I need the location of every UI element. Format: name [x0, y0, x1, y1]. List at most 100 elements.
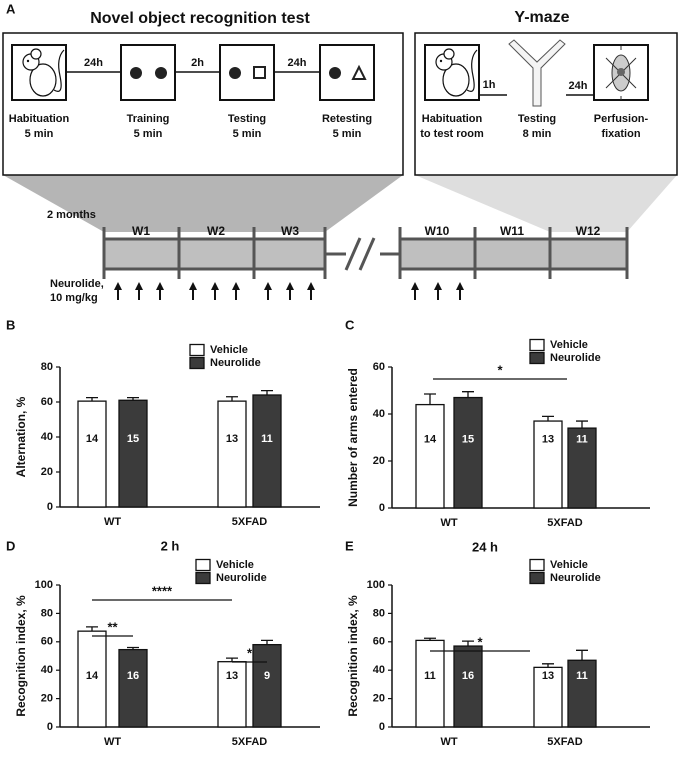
week-label: W10 [425, 224, 450, 238]
legend-label: Vehicle [550, 339, 588, 351]
legend-swatch [189, 343, 205, 357]
n-label: 11 [576, 670, 588, 682]
object [351, 64, 367, 80]
dose-arrow [456, 282, 464, 290]
dose-arrow [286, 282, 294, 290]
dose-arrow [156, 282, 164, 290]
interval-label: 24h [569, 80, 588, 92]
n-label: 9 [264, 670, 270, 682]
step-box [319, 44, 375, 101]
zoom-right [415, 175, 677, 232]
interval-label: 2h [191, 57, 204, 69]
object [229, 67, 241, 79]
legend-swatch [195, 558, 211, 572]
protocol-title: Novel object recognition test [90, 10, 310, 27]
dose-arrow [411, 282, 419, 290]
bar [453, 396, 483, 509]
bar [252, 643, 282, 728]
protocol-title: Y-maze [514, 9, 569, 26]
error-bar [424, 637, 436, 641]
y-tick-label: 0 [379, 502, 385, 514]
legend-swatch [529, 338, 545, 352]
error-bar [462, 391, 474, 398]
zoom-left [3, 175, 403, 232]
panel-letter: D [6, 538, 15, 553]
step-label: 5 min [333, 128, 362, 140]
n-label: 11 [424, 670, 436, 682]
dose-arrow [264, 282, 272, 290]
y-tick-label: 60 [41, 396, 53, 408]
panel-letter: B [6, 317, 15, 332]
y-axis-label: Alternation, % [14, 396, 28, 477]
error-bar [261, 389, 273, 395]
mouse-icon [439, 59, 443, 63]
legend-label: Neurolide [550, 572, 601, 584]
bar [118, 648, 148, 728]
step-label: Testing [518, 113, 556, 125]
step-label: 5 min [25, 128, 54, 140]
bar [533, 420, 563, 509]
legend-swatch [529, 571, 545, 585]
x-tick-label: 5XFAD [232, 516, 268, 528]
dose-arrow [307, 282, 315, 290]
object [130, 67, 142, 79]
timeline-bar [400, 239, 627, 269]
x-tick-label: WT [440, 736, 457, 748]
y-tick-label: 0 [379, 721, 385, 733]
timeline-break [344, 237, 362, 271]
bar [217, 661, 247, 728]
error-bar [424, 393, 436, 405]
step-label: Habituation [422, 113, 483, 125]
error-bar [127, 396, 139, 401]
dose-arrow [189, 282, 197, 290]
y-tick-label: 20 [373, 455, 385, 467]
mouse-icon [466, 49, 478, 92]
dose-arrow [114, 282, 122, 290]
y-axis-label: Number of arms entered [346, 368, 360, 507]
error-bar [576, 420, 588, 429]
bar [118, 399, 148, 508]
object [329, 67, 341, 79]
y-tick-label: 40 [373, 408, 385, 420]
step-label: Retesting [322, 113, 372, 125]
step-label: to test room [420, 128, 484, 140]
legend-label: Neurolide [216, 572, 267, 584]
y-tick-label: 20 [41, 466, 53, 478]
step-label: Habituation [9, 113, 70, 125]
mouse-icon [26, 59, 30, 63]
week-label: W2 [207, 224, 225, 238]
y-tick-label: 40 [373, 664, 385, 676]
y-tick-label: 60 [41, 636, 53, 648]
ymaze-icon [508, 39, 566, 107]
n-label: 16 [462, 670, 474, 682]
panel-letter: A [6, 1, 16, 16]
n-label: 11 [576, 433, 588, 445]
panel-letter: E [345, 538, 354, 553]
x-tick-label: 5XFAD [232, 736, 268, 748]
y-tick-label: 60 [373, 636, 385, 648]
dose-arrow [232, 282, 240, 290]
dose-arrow [434, 282, 442, 290]
legend-label: Vehicle [550, 559, 588, 571]
y-tick-label: 40 [41, 431, 53, 443]
error-bar [576, 649, 588, 661]
legend-swatch [195, 571, 211, 585]
chart-title: 24 h [472, 539, 498, 554]
object [253, 66, 266, 79]
error-bar [86, 626, 98, 632]
y-tick-label: 80 [373, 607, 385, 619]
n-label: 13 [542, 433, 554, 445]
y-axis-label: Recognition index, % [346, 595, 360, 717]
bar [453, 645, 483, 728]
n-label: 11 [261, 433, 273, 445]
legend-swatch [529, 351, 545, 365]
dose-arrow [135, 282, 143, 290]
bar [415, 403, 445, 509]
n-label: 13 [226, 433, 238, 445]
week-label: W12 [576, 224, 601, 238]
bar [217, 400, 247, 508]
treatment-label: Neurolide, [50, 278, 104, 290]
mouse-icon [442, 63, 470, 97]
n-label: 13 [226, 670, 238, 682]
x-tick-label: WT [104, 736, 121, 748]
